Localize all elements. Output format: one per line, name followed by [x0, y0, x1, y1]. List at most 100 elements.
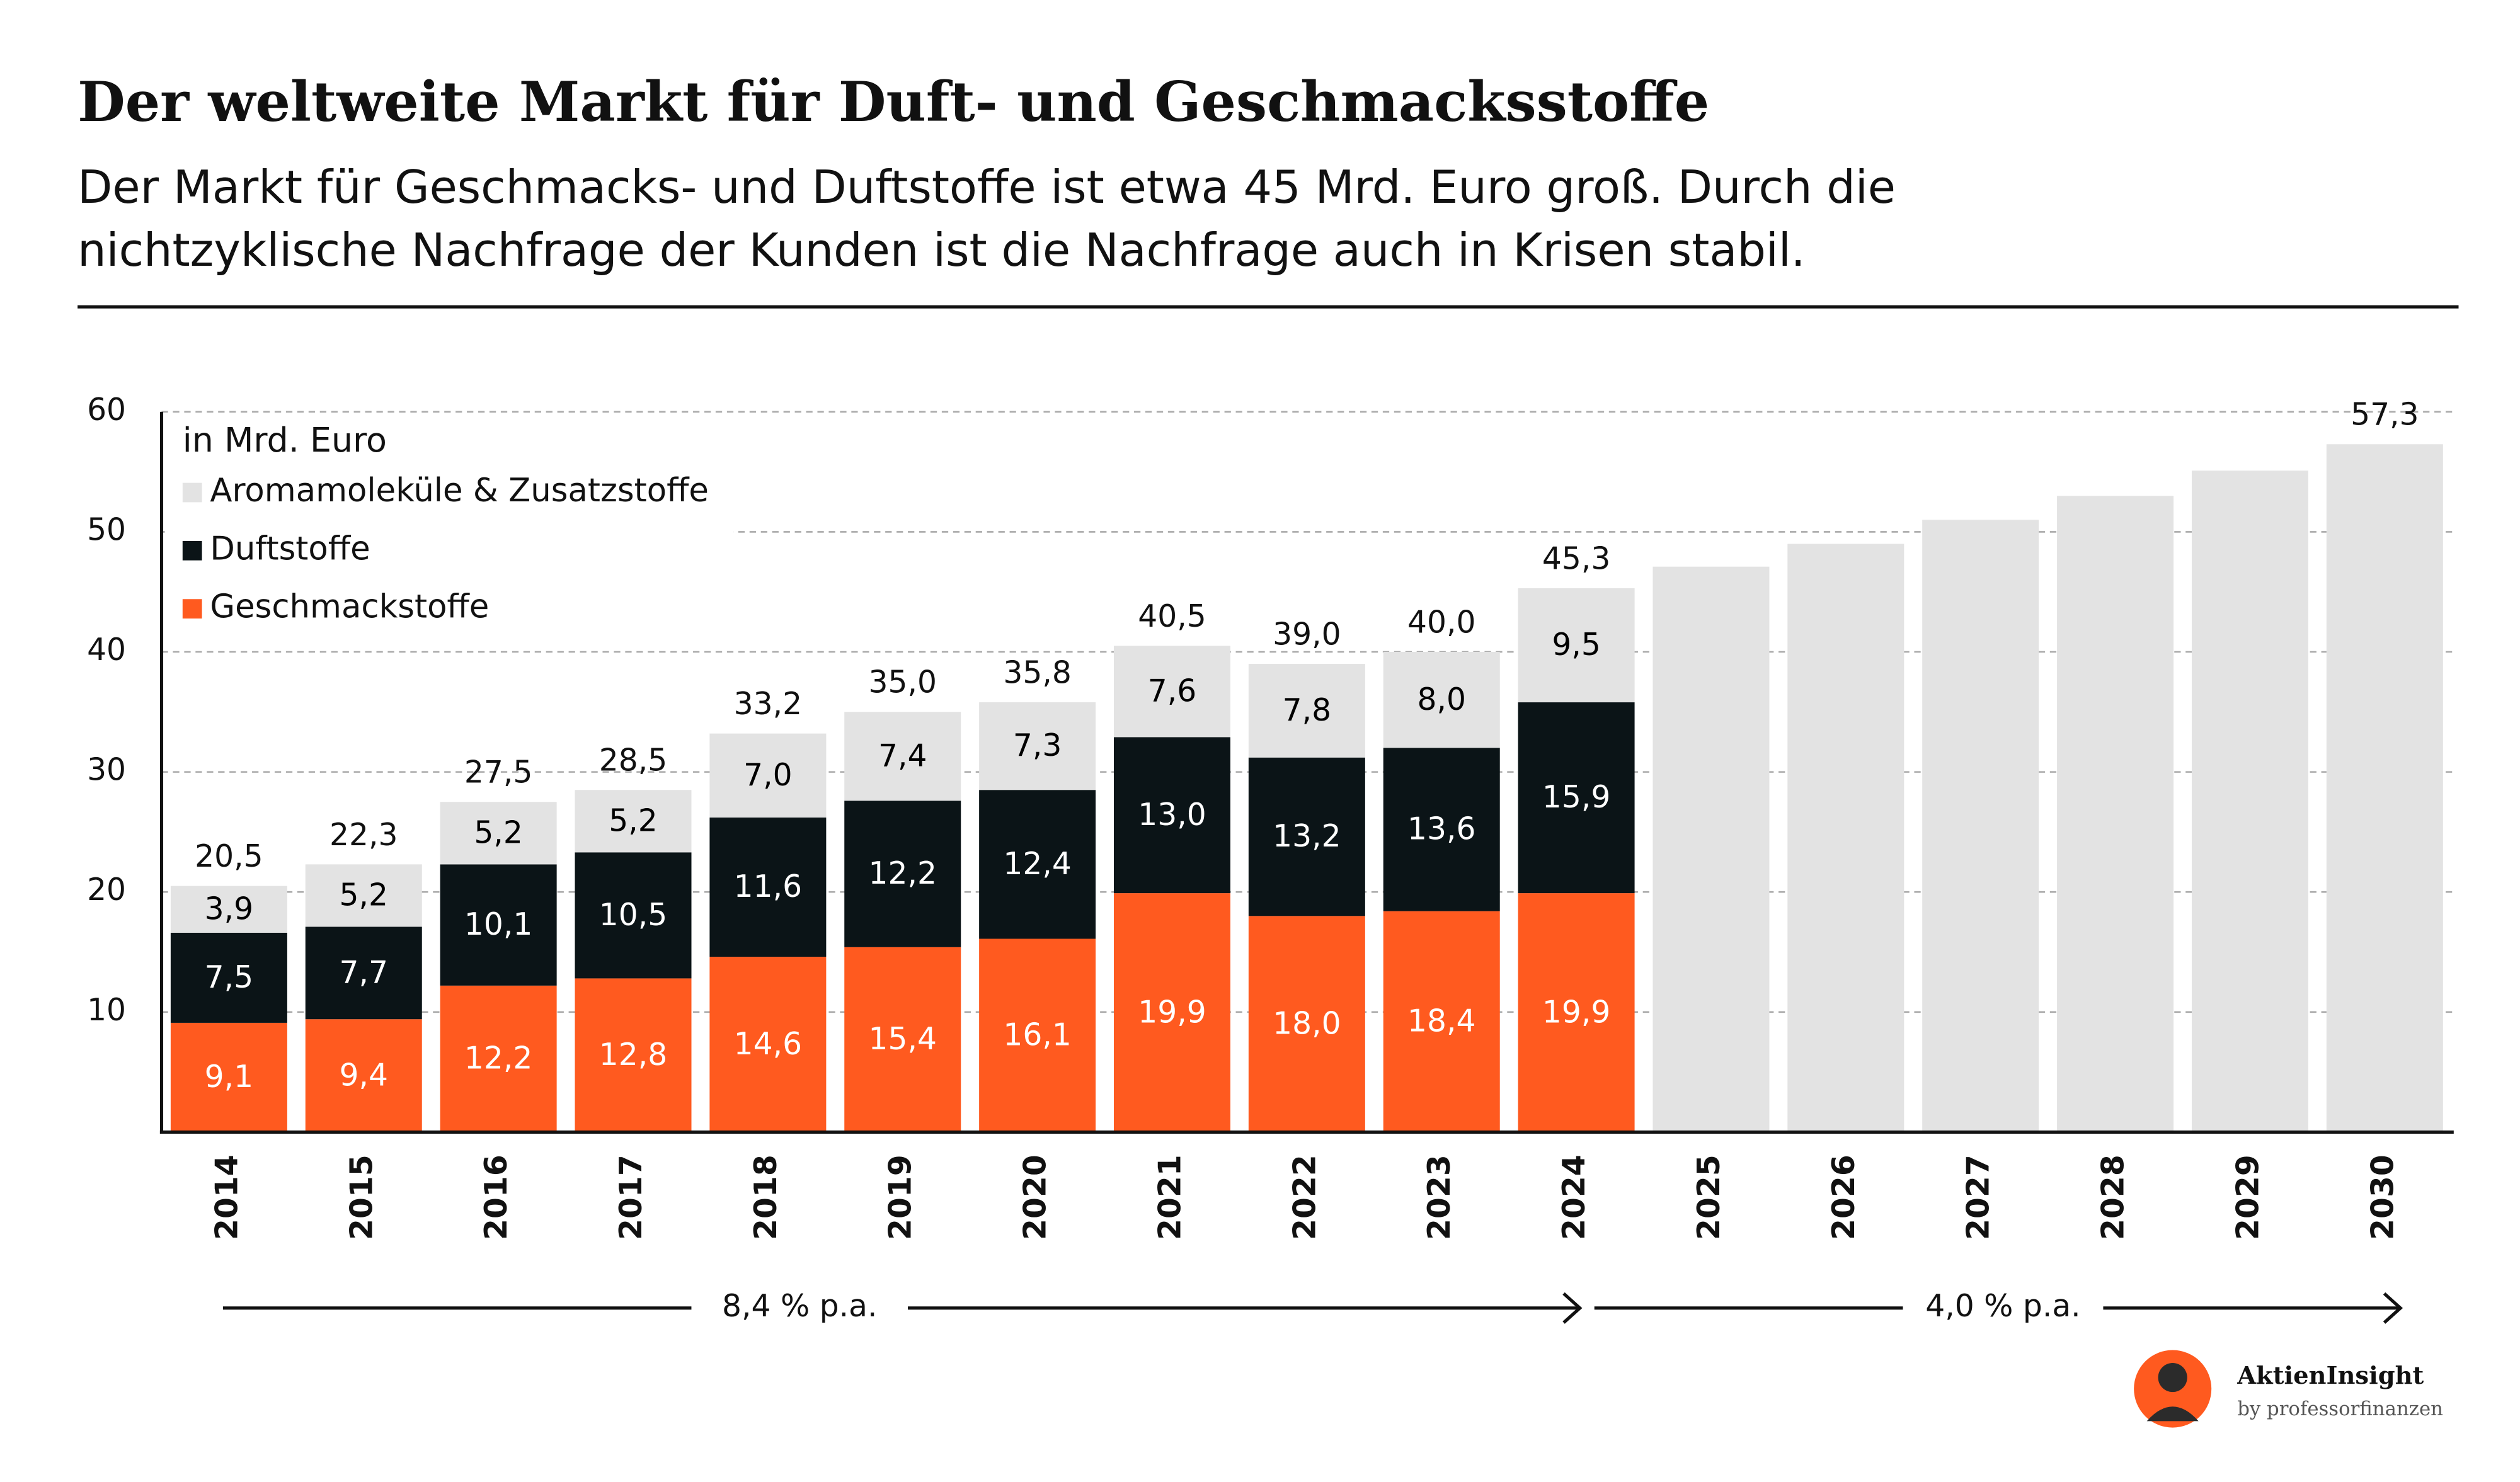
total-label: 45,3 [1542, 541, 1610, 576]
data-label: 9,4 [340, 1057, 388, 1093]
bar-segment [979, 938, 1096, 1132]
bar-segment [1113, 646, 1230, 738]
data-label: 19,9 [1542, 995, 1610, 1030]
bar-segment [979, 702, 1096, 790]
x-tick-label: 2027 [1961, 1154, 1996, 1240]
data-label: 7,7 [340, 955, 388, 990]
x-tick-label: 2028 [2096, 1154, 2131, 1240]
data-label: 7,8 [1283, 693, 1331, 728]
growth-rate: 4,0 % p.a. [1925, 1289, 2080, 1324]
data-label: 7,3 [1013, 728, 1062, 763]
x-tick-label: 2019 [883, 1154, 919, 1240]
data-label: 7,5 [205, 960, 253, 995]
growth-rate: 8,4 % p.a. [722, 1289, 877, 1324]
data-label: 12,2 [464, 1041, 532, 1076]
x-tick-label: 2022 [1287, 1154, 1322, 1240]
y-tick-label: 10 [87, 993, 126, 1028]
data-label: 13,0 [1138, 797, 1206, 833]
total-label: 27,5 [464, 755, 532, 790]
growth-arrows [222, 1292, 2403, 1324]
data-label: 12,8 [599, 1037, 667, 1073]
data-label: 15,4 [869, 1022, 937, 1057]
data-label: 12,2 [869, 856, 937, 891]
total-label: 57,3 [2351, 397, 2419, 433]
bar-segment [305, 1019, 422, 1132]
bar-segment [844, 947, 961, 1132]
forecast-bar [1787, 544, 1904, 1132]
bar-segment [1248, 757, 1365, 916]
bar-segment [1383, 911, 1500, 1132]
brand: AktienInsight [2236, 1362, 2424, 1390]
data-label: 19,9 [1138, 995, 1206, 1030]
total-label: 35,0 [869, 665, 937, 700]
bar-segment [440, 802, 557, 865]
unit-label: in Mrd. Euro [183, 420, 387, 460]
forecast-bar [2326, 444, 2443, 1132]
data-label: 18,4 [1407, 1004, 1475, 1039]
x-tick-label: 2024 [1557, 1154, 1592, 1240]
data-label: 5,2 [609, 803, 657, 838]
x-tick-label: 2030 [2365, 1154, 2400, 1240]
bar-segment [170, 1022, 287, 1132]
subtitle: nichtzyklische Nachfrage der Kunden ist … [77, 224, 1805, 276]
brand-sub: by professorfinanzen [2237, 1398, 2443, 1420]
legend-swatch [182, 482, 202, 503]
brand-logo-head [2158, 1363, 2187, 1393]
arrow-head [1562, 1292, 1583, 1324]
forecast-bar [1922, 520, 2039, 1132]
bar-segment [1383, 652, 1500, 748]
bar-segment [440, 985, 557, 1132]
data-label: 3,9 [205, 891, 253, 926]
y-tick-label: 60 [87, 392, 126, 428]
data-label: 12,4 [1003, 846, 1071, 882]
data-label: 13,2 [1273, 819, 1341, 854]
x-tick-label: 2018 [748, 1154, 784, 1240]
x-tick-label: 2023 [1422, 1154, 1457, 1240]
data-label: 7,6 [1148, 673, 1196, 709]
data-label: 9,1 [205, 1059, 253, 1095]
legend-label: Duftstoffe [210, 530, 370, 567]
y-tick-label: 50 [87, 512, 126, 547]
data-label: 8,0 [1417, 682, 1465, 717]
y-tick-label: 20 [87, 872, 126, 908]
data-label: 16,1 [1003, 1018, 1071, 1053]
brand-logo-body [2146, 1406, 2199, 1422]
bar-segment [709, 818, 827, 957]
bar-segment [1248, 916, 1365, 1132]
x-tick-label: 2014 [209, 1154, 244, 1240]
data-label: 5,2 [340, 877, 388, 913]
data-label: 13,6 [1407, 812, 1475, 847]
total-label: 20,5 [195, 839, 263, 874]
total-label: 33,2 [734, 687, 802, 722]
total-label: 22,3 [329, 818, 398, 853]
bar-segment [1113, 893, 1230, 1132]
bar-segment [440, 864, 557, 986]
bar-segment [575, 790, 692, 853]
legend: in Mrd. Euro Aromamoleküle & Zusatzstoff… [164, 416, 734, 634]
legend-swatch [182, 540, 202, 561]
bar-segment [170, 932, 287, 1023]
bar-segment [1113, 737, 1230, 894]
bar-segment [709, 733, 827, 818]
bar-segment [709, 957, 827, 1132]
forecast-bar [1652, 566, 1770, 1132]
chart-title: Der weltweite Markt für Duft- und Geschm… [77, 69, 1709, 134]
bar-segment [1518, 588, 1635, 703]
bar-segment [305, 864, 422, 927]
bar-segment [305, 926, 422, 1020]
data-label: 7,0 [743, 758, 792, 793]
data-label: 10,1 [464, 907, 532, 942]
y-tick-label: 30 [87, 753, 126, 788]
data-label: 9,5 [1552, 627, 1600, 663]
total-label: 40,0 [1407, 605, 1475, 640]
data-label: 11,6 [734, 869, 802, 904]
legend-swatch [182, 599, 202, 619]
total-label: 39,0 [1273, 617, 1341, 652]
bar-segment [575, 978, 692, 1132]
legend-label: Geschmackstoffe [210, 588, 489, 626]
x-tick-label: 2021 [1152, 1154, 1188, 1240]
bar-segment [844, 712, 961, 801]
x-tick-label: 2017 [614, 1154, 649, 1240]
total-label: 28,5 [599, 743, 667, 778]
